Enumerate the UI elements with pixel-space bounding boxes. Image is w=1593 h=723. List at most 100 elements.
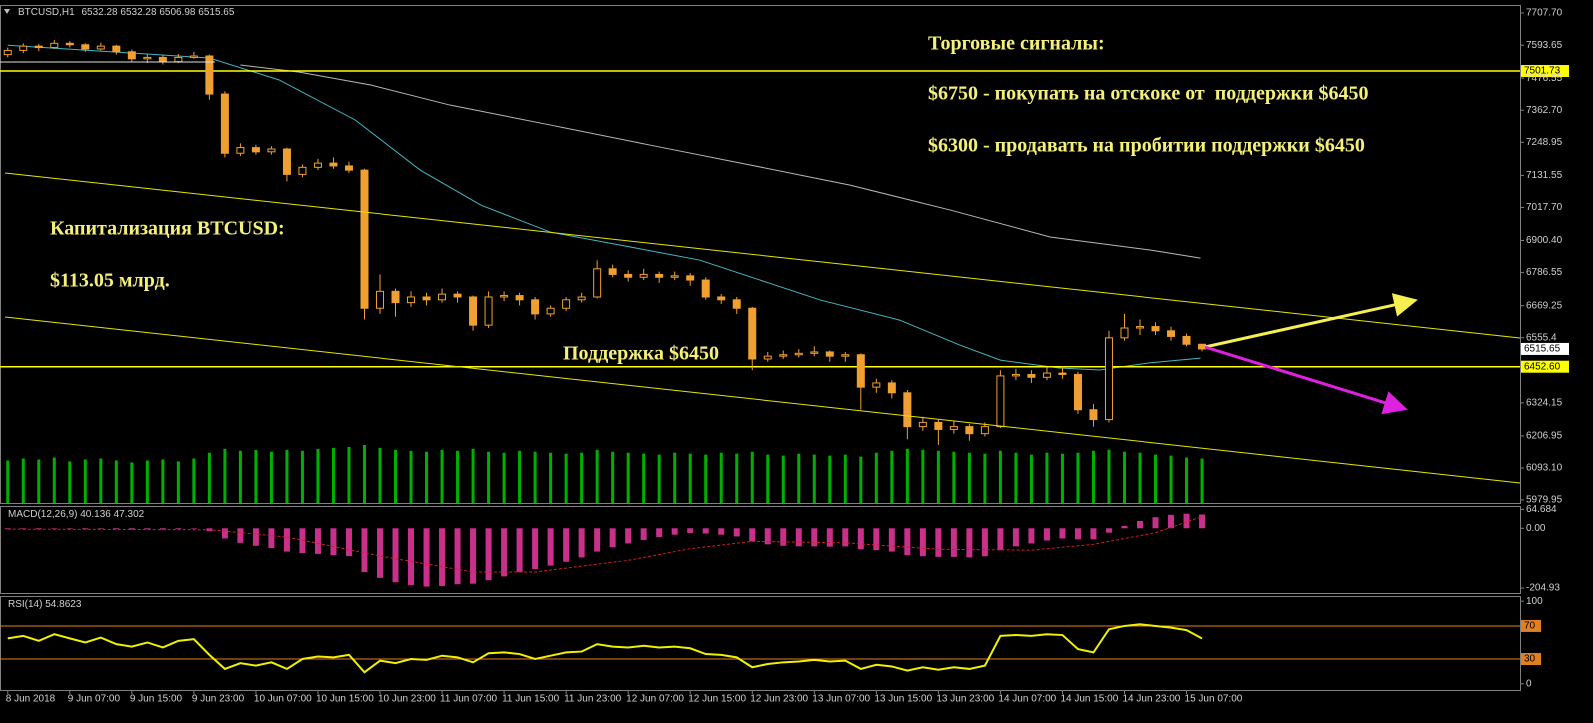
- macd-bar: [594, 528, 601, 552]
- annotation: $6750 - покупать на отскоке от поддержки…: [928, 83, 1369, 105]
- volume-bar: [21, 458, 25, 503]
- y-tick-label: 100: [1526, 596, 1543, 607]
- candle-body: [391, 290, 400, 304]
- macd-bar: [51, 528, 58, 529]
- macd-bar: [97, 528, 104, 529]
- level-label: 70: [1524, 621, 1536, 632]
- main-panel: [0, 5, 1521, 504]
- macd-bar: [764, 528, 771, 545]
- annotation: $6300 - продавать на пробитии поддержки …: [928, 135, 1365, 157]
- volume-bar: [936, 450, 940, 503]
- x-tick-label: 14 Jun 15:00: [1060, 694, 1118, 705]
- y-tick-label: 7131.55: [1526, 170, 1563, 181]
- volume-bar: [83, 459, 87, 503]
- candle-body: [1089, 409, 1098, 421]
- volume-bar: [874, 452, 878, 503]
- candle-body: [686, 275, 695, 281]
- volume-bar: [549, 452, 553, 503]
- volume-bar: [238, 450, 242, 503]
- y-tick-label: 6324.15: [1526, 398, 1563, 409]
- macd-bar: [563, 528, 570, 562]
- volume-bar: [471, 448, 475, 503]
- candle-body: [453, 293, 462, 298]
- y-tick-label: 6555.4: [1526, 332, 1557, 343]
- candle-body: [236, 147, 245, 154]
- candle-body: [189, 55, 198, 58]
- macd-bar: [252, 528, 259, 546]
- last-price-tag: [1521, 342, 1569, 355]
- macd-bar: [702, 528, 709, 534]
- level-tag: [1521, 653, 1541, 666]
- candle-body: [298, 166, 307, 175]
- volume-bar: [890, 450, 894, 503]
- candle-body: [965, 426, 974, 435]
- y-tick-label: 6093.10: [1526, 463, 1563, 474]
- candle-body: [205, 55, 214, 95]
- candle-body: [267, 148, 276, 153]
- macd-bar: [1105, 528, 1112, 533]
- candle-body: [918, 421, 927, 428]
- candle-body: [34, 45, 43, 49]
- ohlc-low: 6506.98: [159, 7, 196, 18]
- candle-body: [546, 307, 555, 315]
- macd-bar: [35, 528, 42, 530]
- candle-body: [670, 275, 679, 278]
- x-tick-label: 12 Jun 07:00: [626, 694, 684, 705]
- macd-bar: [1028, 528, 1035, 544]
- volume-bar: [719, 452, 723, 503]
- macd-bar: [268, 528, 275, 549]
- candle-body: [1182, 335, 1191, 345]
- macd-bar: [175, 528, 182, 530]
- volume-bar: [223, 448, 227, 503]
- candle-body: [112, 45, 121, 53]
- macd-bar: [857, 528, 864, 550]
- candle-body: [841, 354, 850, 357]
- y-tick-label: 7362.70: [1526, 105, 1563, 116]
- candle-body: [127, 51, 136, 60]
- volume-bar: [52, 457, 56, 503]
- candle-body: [624, 273, 633, 278]
- x-tick-label: 13 Jun 15:00: [874, 694, 932, 705]
- trend-line: [4, 172, 1521, 339]
- macd-bar: [113, 528, 120, 530]
- annotation: Капитализация BTCUSD:: [50, 218, 285, 240]
- annotation: Поддержка $6450: [563, 343, 719, 365]
- macd-bar: [640, 528, 647, 540]
- macd-bar: [66, 528, 73, 529]
- volume-bar: [626, 452, 630, 503]
- candle-body: [19, 45, 28, 51]
- ohlc-open: 6532.28: [81, 7, 118, 18]
- volume-bar: [735, 453, 739, 503]
- volume-bar: [1045, 452, 1049, 503]
- x-tick-label: 11 Jun 07:00: [440, 694, 498, 705]
- candle-body: [1167, 330, 1176, 337]
- x-tick-label: 13 Jun 23:00: [936, 694, 994, 705]
- volume-bar: [37, 459, 41, 503]
- volume-bar: [316, 448, 320, 503]
- candle-body: [65, 42, 74, 46]
- volume-bar: [1138, 452, 1142, 503]
- macd-bar: [919, 528, 926, 557]
- volume-bar: [425, 451, 429, 503]
- panels: [0, 5, 1521, 691]
- macd-bar: [1012, 528, 1019, 547]
- macd-bar: [625, 528, 632, 544]
- macd-name: MACD(12,26,9): [8, 509, 77, 520]
- y-tick-label: 64.684: [1526, 504, 1557, 515]
- volume-bar: [797, 453, 801, 503]
- macd-bar: [609, 528, 616, 548]
- candle-body: [282, 148, 291, 175]
- volume-bar: [967, 452, 971, 503]
- moving-average: [240, 64, 1201, 259]
- macd-bar: [1183, 513, 1190, 529]
- macd-bar: [1043, 528, 1050, 541]
- level-label: 30: [1524, 654, 1536, 665]
- candle-body: [1198, 343, 1207, 350]
- candle-body: [81, 44, 90, 50]
- y-tick-label: 0.00: [1526, 523, 1546, 534]
- volume-bar: [1014, 452, 1018, 503]
- ohlc-high: 6532.28: [120, 7, 157, 18]
- candle-body: [220, 93, 229, 154]
- x-tick-label: 14 Jun 23:00: [1122, 694, 1180, 705]
- macd-bar: [888, 528, 895, 552]
